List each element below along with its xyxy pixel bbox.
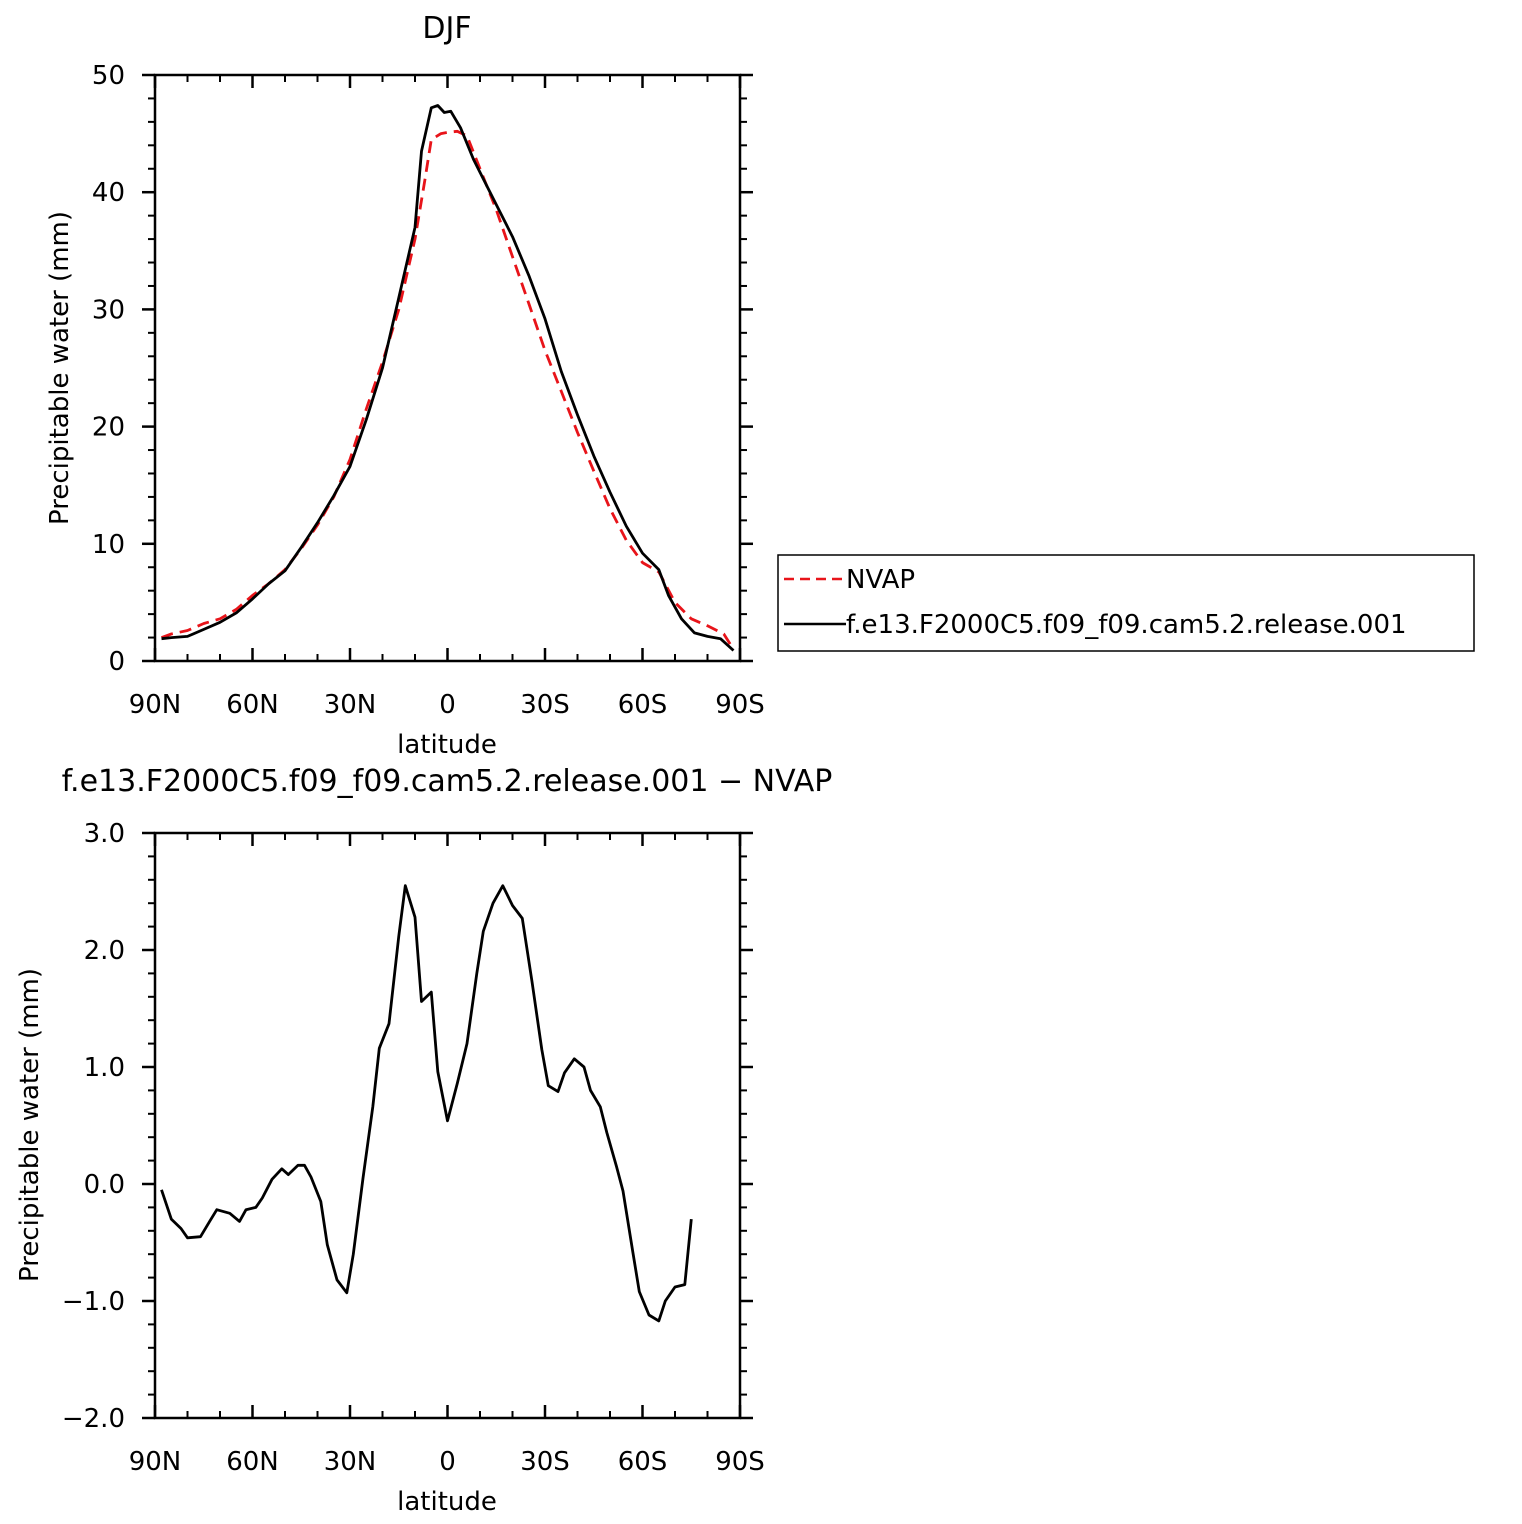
x-tick-label: 60N — [226, 1447, 279, 1477]
axis-ticks: 90N 60N 30N 0 30S 60S 90S 0 10 20 30 40 50 — [92, 61, 765, 720]
difference-panel: f.e13.F2000C5.f09_f09.cam5.2.release.001… — [15, 764, 832, 1517]
x-tick-label: 0 — [439, 690, 456, 720]
x-tick-label: 30N — [324, 690, 377, 720]
y-tick-label: 0 — [108, 647, 125, 677]
x-tick-label: 60S — [618, 1447, 668, 1477]
x-tick-label: 0 — [439, 1447, 456, 1477]
panel-marks — [161, 104, 735, 652]
y-tick-label: 20 — [92, 413, 125, 443]
y-tick-label: 10 — [92, 530, 125, 560]
x-tick-label: 60N — [226, 690, 279, 720]
y-tick-label: 30 — [92, 295, 125, 325]
y-tick-label: 1.0 — [84, 1053, 125, 1083]
series-line-1 — [161, 104, 735, 652]
y-tick-label: 3.0 — [84, 819, 125, 849]
y-tick-label: 40 — [92, 178, 125, 208]
x-tick-label: 60S — [618, 690, 668, 720]
y-tick-label: 0.0 — [84, 1170, 125, 1200]
x-axis-title: latitude — [397, 730, 497, 760]
x-tick-label: 30S — [520, 690, 570, 720]
panel-marks — [160, 884, 693, 1323]
panel-title: f.e13.F2000C5.f09_f09.cam5.2.release.001… — [62, 764, 833, 799]
panel-title: DJF — [422, 11, 471, 46]
y-tick-label: −2.0 — [62, 1404, 125, 1434]
series-line-0 — [161, 129, 735, 651]
y-tick-label: 2.0 — [84, 936, 125, 966]
y-axis-title: Precipitable water (mm) — [45, 211, 75, 525]
legend-label-nvap: NVAP — [846, 565, 915, 595]
series-line-0 — [160, 884, 693, 1323]
legend: NVAP f.e13.F2000C5.f09_f09.cam5.2.releas… — [777, 554, 1475, 652]
y-axis-title: Precipitable water (mm) — [15, 968, 45, 1282]
x-axis-title: latitude — [397, 1487, 497, 1517]
climatology-panel: DJF 90N 60N 30N 0 30S 60S 90S 0 10 20 30 40 50 latit… — [45, 11, 765, 760]
x-tick-label: 90S — [715, 690, 765, 720]
x-tick-label: 90N — [129, 690, 182, 720]
x-tick-label: 90N — [129, 1447, 182, 1477]
x-tick-label: 30S — [520, 1447, 570, 1477]
x-tick-label: 30N — [324, 1447, 377, 1477]
plot-frame — [153, 831, 742, 1420]
y-tick-label: −1.0 — [62, 1287, 125, 1317]
y-tick-label: 50 — [92, 61, 125, 91]
axis-ticks: 90N 60N 30N 0 30S 60S 90S −2.0 −1.0 0.0 1.0 2.0 3.0 — [62, 819, 765, 1477]
legend-box — [777, 554, 1475, 652]
x-tick-label: 90S — [715, 1447, 765, 1477]
legend-label-model: f.e13.F2000C5.f09_f09.cam5.2.release.001 — [846, 610, 1407, 640]
plot-frame — [153, 73, 742, 663]
